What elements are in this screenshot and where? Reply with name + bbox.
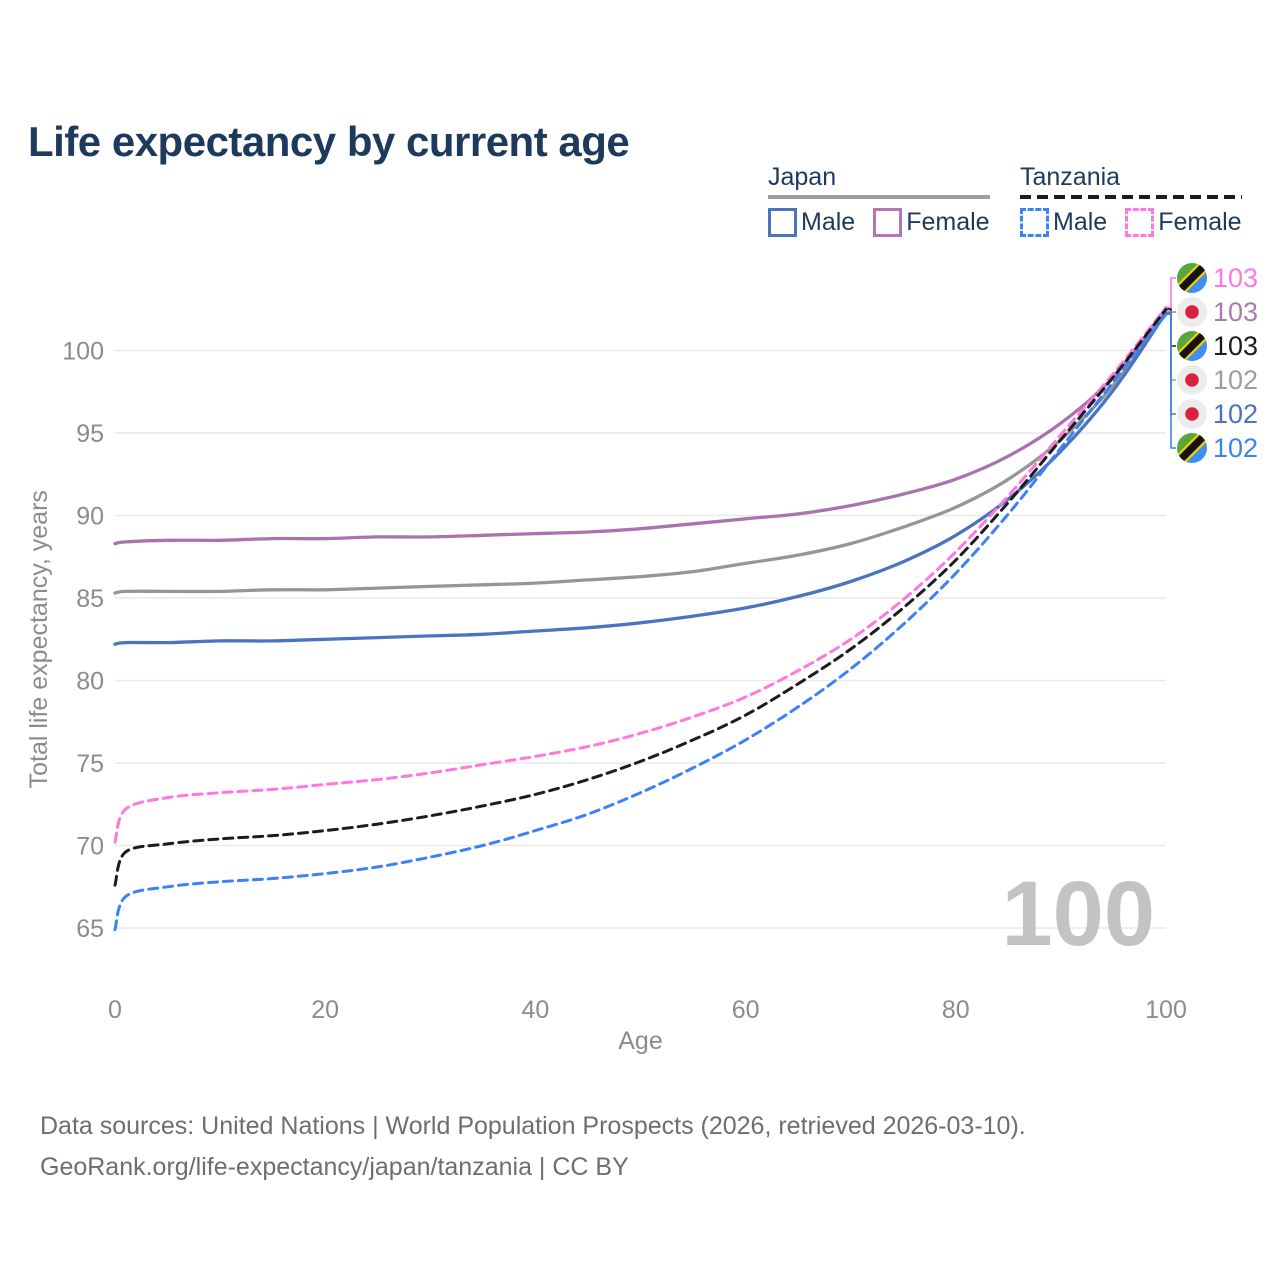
japan-flag-icon — [1177, 399, 1207, 429]
tanzania-flag-icon — [1173, 259, 1211, 297]
x-tick-label-0: 0 — [108, 996, 122, 1024]
x-tick-label-20: 20 — [311, 996, 339, 1024]
y-tick-label-70: 70 — [76, 833, 104, 861]
series-line-tanzania-male[interactable] — [113, 312, 1168, 932]
legend-country-japan[interactable]: Japan — [768, 163, 837, 191]
legend-label: Male — [1053, 208, 1108, 236]
tanzania-dashed-line-swatch — [1020, 195, 1242, 199]
series-line-japan-both-sexes[interactable] — [113, 310, 1168, 595]
x-tick-label-60: 60 — [732, 996, 760, 1024]
legend-item-japan-male[interactable]: Male — [768, 208, 855, 237]
y-tick-label-80: 80 — [76, 668, 104, 696]
end-value-label-tanzania-male: 102 — [1213, 433, 1258, 463]
axis-labels: 65 70 75 80 85 90 95 100 0 20 40 60 80 100 Age Total li… — [25, 338, 1187, 1056]
watermark: 100 — [1002, 863, 1156, 965]
age-watermark: 100 — [1002, 863, 1156, 965]
japan-female-swatch-icon — [873, 208, 903, 237]
legend-item-tanzania-male[interactable]: Male — [1020, 208, 1107, 237]
y-tick-label-75: 75 — [76, 750, 104, 778]
leader-line — [1166, 313, 1176, 449]
japan-flag-icon — [1177, 297, 1207, 327]
series-lines — [113, 306, 1168, 932]
series-line-tanzania-female[interactable] — [113, 306, 1168, 844]
y-tick-label-90: 90 — [76, 503, 104, 531]
y-tick-label-100: 100 — [62, 338, 104, 366]
legend-item-japan-female[interactable]: Female — [873, 208, 990, 237]
x-tick-label-40: 40 — [521, 996, 549, 1024]
data-sources-text: Data sources: United Nations | World Pop… — [40, 1112, 1026, 1140]
page-title: Life expectancy by current age — [28, 118, 630, 166]
legend-group-tanzania: Tanzania Male Female — [1020, 163, 1242, 237]
attribution-text: GeoRank.org/life-expectancy/japan/tanzan… — [40, 1153, 629, 1181]
end-labels: 103 103 103 102 102 102 — [1166, 259, 1258, 467]
tanzania-flag-icon — [1173, 429, 1211, 467]
x-tick-label-80: 80 — [942, 996, 970, 1024]
legend-country-tanzania[interactable]: Tanzania — [1020, 163, 1121, 191]
tanzania-female-swatch-icon — [1125, 208, 1155, 237]
leader-line — [1166, 277, 1176, 309]
legend-item-tanzania-female[interactable]: Female — [1125, 208, 1242, 237]
series-line-tanzania-both-sexes[interactable] — [113, 307, 1168, 887]
end-value-label-tanzania-both-sexes: 103 — [1213, 331, 1258, 361]
end-value-label-japan-male: 102 — [1213, 399, 1258, 429]
chart-footer: Data sources: United Nations | World Pop… — [40, 1106, 1026, 1188]
end-value-label-japan-both-sexes: 102 — [1213, 365, 1258, 395]
legend-label: Female — [906, 208, 990, 236]
y-tick-label-95: 95 — [76, 420, 104, 448]
end-value-label-tanzania-female: 103 — [1213, 263, 1258, 293]
japan-solid-line-swatch — [768, 195, 990, 199]
legend-label: Female — [1158, 208, 1242, 236]
y-axis-title: Total life expectancy, years — [25, 490, 53, 788]
x-axis-title: Age — [618, 1027, 662, 1055]
end-value-label-japan-female: 103 — [1213, 297, 1258, 327]
series-line-japan-female[interactable] — [113, 306, 1168, 546]
legend-label: Male — [801, 208, 856, 236]
y-tick-label-85: 85 — [76, 585, 104, 613]
y-tick-label-65: 65 — [76, 915, 104, 943]
tanzania-flag-icon — [1173, 327, 1211, 365]
tanzania-male-swatch-icon — [1020, 208, 1049, 237]
japan-male-swatch-icon — [768, 208, 797, 237]
x-tick-label-100: 100 — [1145, 996, 1187, 1024]
japan-flag-icon — [1177, 365, 1207, 395]
legend-group-japan: Japan Male Female — [768, 163, 990, 237]
